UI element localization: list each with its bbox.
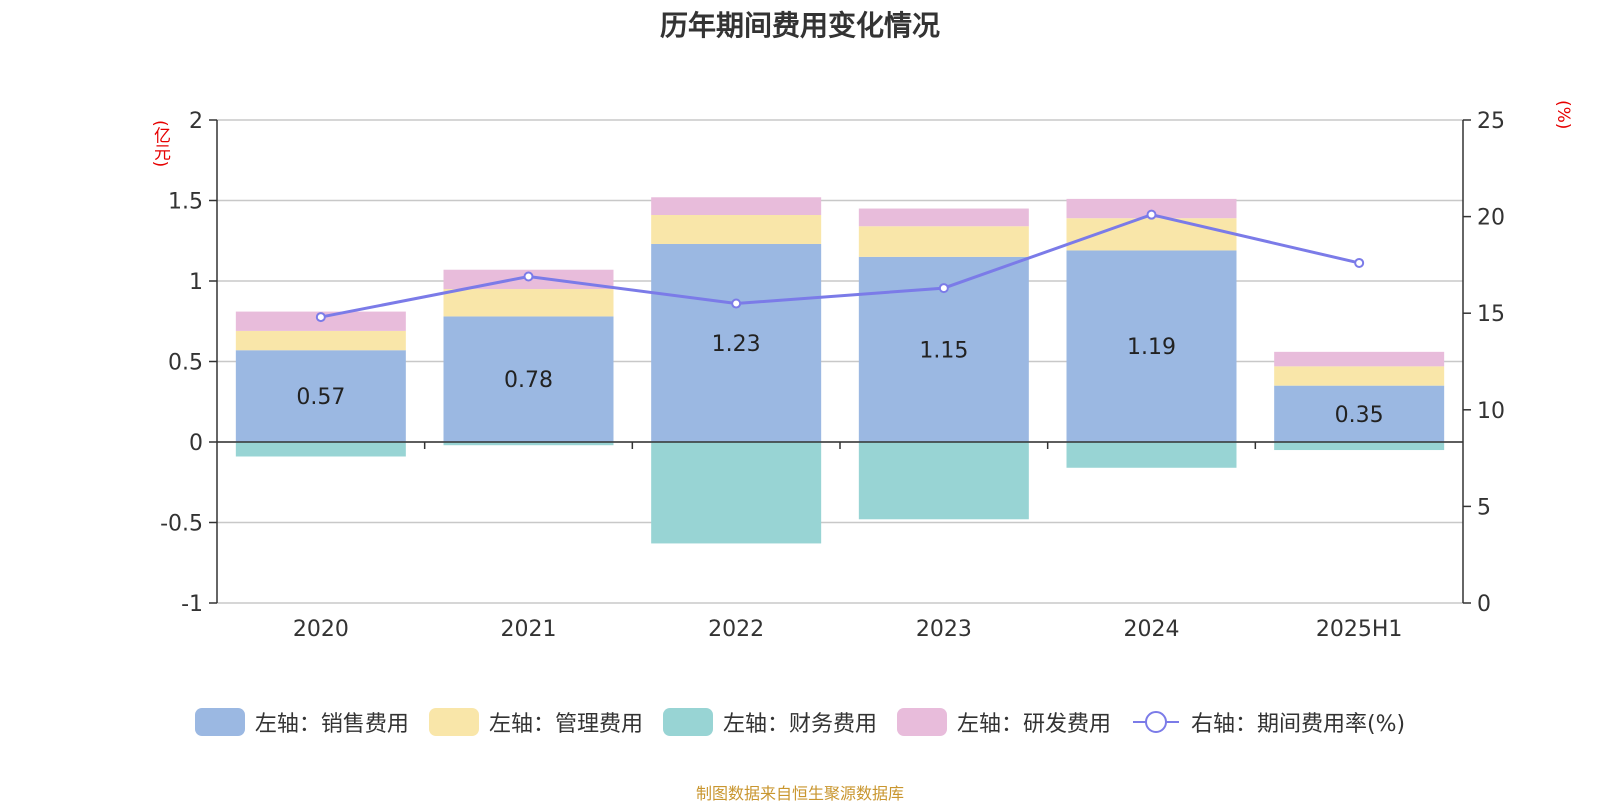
left-axis-tick-label: 1.5	[168, 190, 203, 215]
left-axis-tick-label: -0.5	[160, 512, 203, 537]
bar-segment	[1066, 198, 1237, 219]
rate-point	[1146, 209, 1157, 220]
legend-swatch	[896, 708, 947, 736]
bar-data-label: 0.35	[1335, 403, 1384, 428]
x-axis-tick-label: 2022	[708, 617, 764, 642]
rate-point	[938, 283, 949, 294]
legend-line-marker-icon	[1131, 708, 1181, 736]
right-axis-tick-label: 25	[1477, 109, 1505, 134]
bar-segment	[651, 197, 822, 215]
left-axis-tick-label: 2	[189, 109, 203, 134]
left-axis-tick-label: 0	[189, 431, 203, 456]
bar-segment	[1066, 250, 1237, 442]
x-axis-tick-label: 2024	[1124, 617, 1180, 642]
right-axis-tick-label: 5	[1477, 495, 1491, 520]
x-axis-tick-label: 2025H1	[1316, 617, 1403, 642]
legend-item[interactable]: 左轴：管理费用	[428, 706, 643, 738]
bar-segment	[443, 442, 614, 446]
legend-label: 左轴：研发费用	[956, 712, 1111, 737]
legend-swatch	[428, 708, 479, 736]
left-axis-tick-label: 0.5	[168, 351, 203, 376]
data-source-note: 制图数据来自恒生聚源数据库	[695, 784, 904, 803]
bar-data-label: 1.15	[919, 338, 968, 363]
bar-segment	[858, 226, 1029, 257]
right-axis-tick-label: 0	[1477, 592, 1491, 617]
bar-segment	[858, 208, 1029, 227]
bar-segment	[1274, 442, 1445, 451]
bar-data-label: 0.57	[296, 385, 345, 410]
right-axis-tick-label: 15	[1477, 302, 1505, 327]
legend-item[interactable]: 右轴：期间费用率(%)	[1131, 706, 1405, 738]
rate-point	[731, 298, 742, 309]
bar-segment	[1274, 366, 1445, 386]
legend-item[interactable]: 左轴：财务费用	[662, 706, 877, 738]
legend-label: 左轴：销售费用	[254, 712, 409, 737]
legend-item[interactable]: 左轴：销售费用	[194, 706, 409, 738]
bar-segment	[235, 350, 406, 442]
legend-swatch	[194, 708, 245, 736]
bar-segment	[1274, 351, 1445, 367]
bar-segment	[858, 442, 1029, 520]
left-axis-tick-label: 1	[189, 270, 203, 295]
x-axis-tick-label: 2021	[501, 617, 557, 642]
bar-segment	[443, 289, 614, 317]
bar-segment	[1274, 385, 1445, 442]
rate-point	[1354, 257, 1365, 268]
bar-segment	[651, 243, 822, 442]
legend: 左轴：销售费用 左轴：管理费用 左轴：财务费用 左轴：研发费用 右轴：期间费用率(%)	[0, 706, 1600, 738]
legend-item[interactable]: 左轴：研发费用	[896, 706, 1111, 738]
bar-segment	[1066, 442, 1237, 468]
chart-title: 历年期间费用变化情况	[659, 9, 940, 42]
bar-segment	[651, 442, 822, 544]
rate-point	[523, 271, 534, 282]
bar-segment	[443, 316, 614, 442]
rate-line	[320, 213, 1360, 319]
rate-point	[315, 312, 326, 323]
bar-data-label: 1.23	[712, 332, 761, 357]
bar-data-label: 0.78	[504, 368, 553, 393]
legend-label: 左轴：管理费用	[488, 712, 643, 737]
x-axis-tick-label: 2023	[916, 617, 972, 642]
left-axis-tick-label: -1	[181, 592, 203, 617]
legend-label: 左轴：财务费用	[722, 712, 877, 737]
bar-segment	[235, 442, 406, 457]
bar-segment	[651, 214, 822, 244]
right-axis-tick-label: 10	[1477, 399, 1505, 424]
legend-swatch	[662, 708, 713, 736]
bar-segment	[235, 330, 406, 351]
bar-data-label: 1.19	[1127, 335, 1176, 360]
right-axis-unit: (%)	[1553, 100, 1573, 130]
right-axis-tick-label: 20	[1477, 206, 1505, 231]
x-axis-tick-label: 2020	[293, 617, 349, 642]
legend-label: 右轴：期间费用率(%)	[1190, 712, 1406, 737]
left-axis-unit: (亿元)	[150, 120, 170, 168]
